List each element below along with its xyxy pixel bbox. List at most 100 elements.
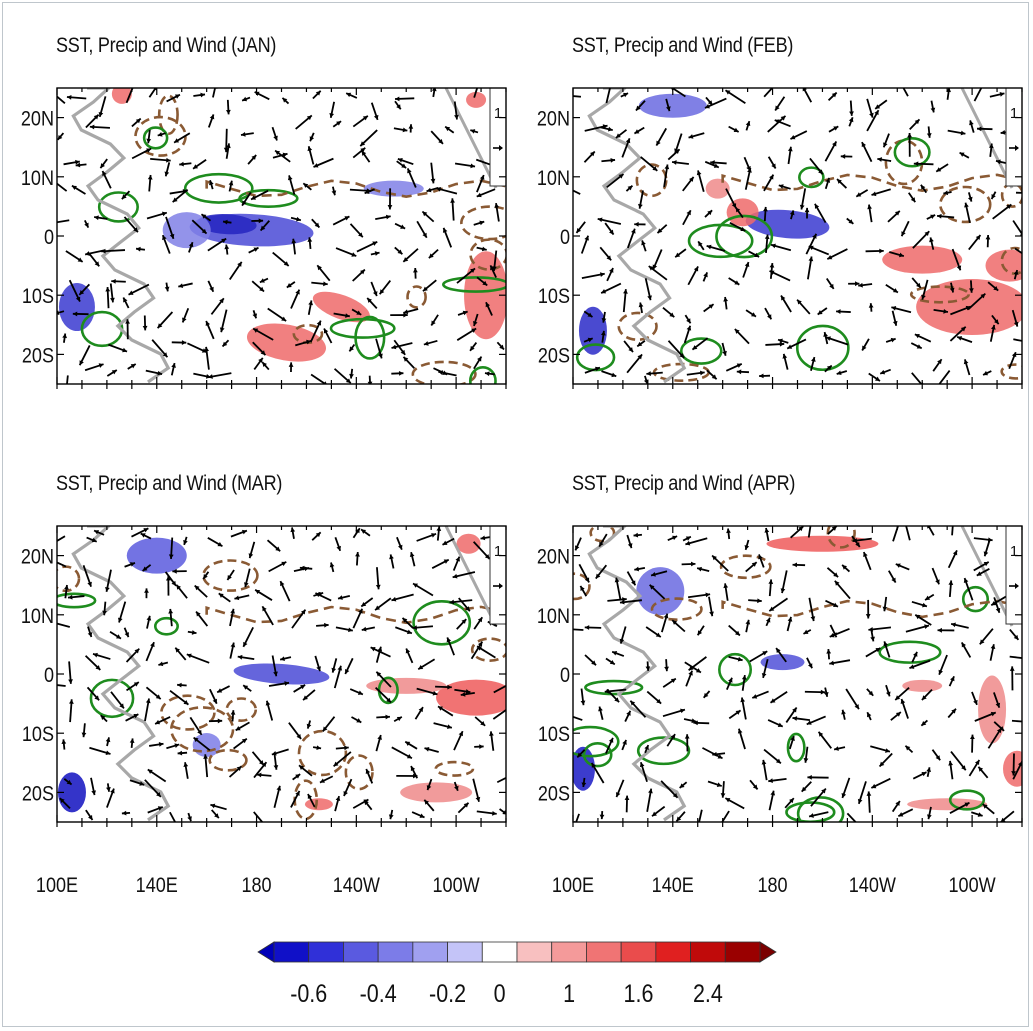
wind-vector-head (75, 159, 80, 165)
wind-vector-head (57, 134, 63, 140)
wind-vector-head (609, 267, 614, 273)
precip-positive-contour (961, 585, 990, 613)
wind-vector-head (720, 793, 726, 798)
wind-vector-head (827, 254, 833, 260)
wind-vector-head (778, 338, 783, 344)
wind-vector-head (584, 577, 590, 583)
wind-vector-head (672, 620, 678, 625)
lat-tick-label: 10S (538, 723, 570, 747)
wind-vector-head (129, 738, 135, 744)
lat-tick-label: 0 (560, 226, 570, 250)
wind-vector-head (623, 92, 629, 98)
wind-vector-head (228, 180, 234, 186)
wind-vector-head (577, 752, 583, 758)
wind-vector-head (672, 792, 678, 798)
precip-positive-contour (153, 616, 179, 636)
wind-vector-head (891, 577, 896, 583)
wind-vector-head (110, 788, 115, 794)
wind-vector (573, 95, 582, 98)
wind-vector-head (988, 143, 994, 149)
wind-vector-head (243, 641, 248, 647)
wind-vector-head (66, 779, 72, 785)
precip-positive-contour (948, 789, 986, 811)
wind-vector-head (174, 138, 180, 143)
wind-vector-head (601, 317, 607, 323)
wind-vector (605, 88, 611, 104)
wind-vector-head (68, 679, 73, 684)
wind-vector-head (100, 715, 106, 721)
wind-vector-head (975, 235, 981, 240)
wind-vector-head (736, 369, 742, 375)
coastline (587, 526, 687, 822)
wind-vector-head (1005, 520, 1010, 525)
wind-vector-head (685, 540, 691, 546)
wind-vector-head (454, 785, 459, 791)
wind-vector-head (276, 785, 282, 791)
wind-vector-head (1011, 771, 1016, 776)
wind-vector-head (155, 719, 161, 725)
precip-positive-contour (442, 276, 506, 293)
wind-vector-head (193, 164, 199, 169)
wind-vector-head (458, 731, 464, 737)
wind-vector-head (133, 682, 139, 687)
colorbar-low-triangle (257, 941, 275, 963)
wind-vector-head (449, 599, 455, 605)
wind-vector-head (201, 348, 207, 353)
colorbar-swatch (273, 941, 310, 963)
wind-vector-head (295, 774, 301, 779)
wind-vector-head (982, 804, 988, 809)
wind-vector-head (910, 197, 916, 203)
wind-vector-head (879, 761, 885, 767)
wind-vector-head (48, 88, 53, 93)
wind-vector-head (837, 179, 842, 184)
wind-vector-head (817, 310, 823, 315)
precip-negative-contour (650, 597, 703, 621)
wind-vector-head (599, 541, 604, 547)
wind-vector-head (91, 790, 97, 796)
wind-vector-head (377, 734, 382, 740)
wind-vector-head (619, 599, 625, 605)
wind-vector-head (990, 644, 996, 650)
wind-vector-head (761, 673, 767, 678)
wind-vector-head (337, 665, 343, 671)
wind-vector-head (93, 114, 99, 120)
wind-vector-head (490, 265, 495, 271)
reference-vector-label: 1 (1010, 543, 1018, 560)
wind-vector-head (156, 792, 161, 797)
wind-vector-head (283, 261, 289, 266)
wind-vector-head (692, 345, 698, 350)
wind-vector-head (764, 527, 770, 533)
wind-vector (492, 708, 506, 720)
wind-vector-head (576, 227, 582, 233)
wind-vector-head (974, 759, 980, 765)
wind-vector-head (406, 754, 412, 759)
wind-vector-head (780, 588, 786, 594)
wind-vector-head (386, 697, 392, 703)
coastline (587, 88, 687, 384)
wind-vector-head (436, 526, 442, 532)
wind-vector-head (128, 290, 134, 295)
wind-vector-head (210, 803, 216, 809)
wind-vector-head (260, 225, 266, 231)
wind-vector-head (775, 105, 780, 111)
wind-vector-head (951, 622, 956, 628)
wind-vector-head (509, 682, 514, 686)
wind-vector-head (177, 750, 183, 756)
precip-positive-contour (878, 640, 942, 664)
wind-vector-head (735, 630, 740, 636)
reference-vector-box (489, 525, 507, 625)
lat-tick-label: 20S (22, 782, 54, 806)
wind-vector-head (201, 214, 207, 219)
wind-vector (938, 369, 951, 384)
wind-vector-head (649, 584, 655, 590)
wind-vector-head (391, 344, 397, 350)
wind-vector-head (187, 816, 192, 822)
wind-vector-head (929, 237, 934, 243)
wind-vector-head (157, 323, 163, 329)
wind-vector-head (208, 374, 213, 379)
wind-vector-head (172, 197, 178, 203)
sst-anomaly-shading (907, 798, 988, 811)
wind-vector-head (364, 189, 370, 194)
wind-vector-head (485, 302, 491, 308)
wind-vector-head (209, 114, 215, 120)
